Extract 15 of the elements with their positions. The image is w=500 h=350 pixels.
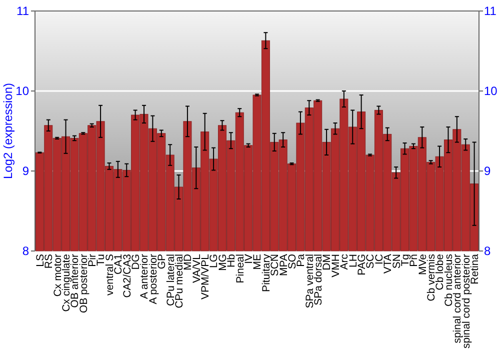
y2-tick-label: 8 xyxy=(484,244,491,258)
y-tick-label: 9 xyxy=(22,164,30,178)
y2-tick-label: 11 xyxy=(484,4,497,18)
y2-tick-label: 9 xyxy=(484,164,491,178)
y-axis-title: Log2 (expression) xyxy=(1,82,15,180)
x-tick-label: Tg xyxy=(399,254,412,266)
x-tick-label: OB posterior xyxy=(78,254,90,313)
x-tick-label: A posterior xyxy=(147,254,160,304)
y2-tick-label: 10 xyxy=(484,84,498,98)
x-tick-label: RS xyxy=(43,254,56,269)
y-tick-label: 11 xyxy=(16,4,30,18)
x-tick-label: SO xyxy=(286,254,298,270)
x-tick-label: DG xyxy=(130,254,142,270)
y-tick-label: 8 xyxy=(22,244,30,258)
y-tick-label: 10 xyxy=(16,84,30,98)
